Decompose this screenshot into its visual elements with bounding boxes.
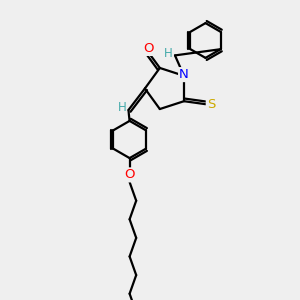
Text: H: H <box>164 47 173 60</box>
Text: N: N <box>179 68 189 81</box>
Text: H: H <box>117 101 126 114</box>
Text: O: O <box>124 168 135 182</box>
Text: O: O <box>143 42 154 55</box>
Text: S: S <box>207 98 215 111</box>
